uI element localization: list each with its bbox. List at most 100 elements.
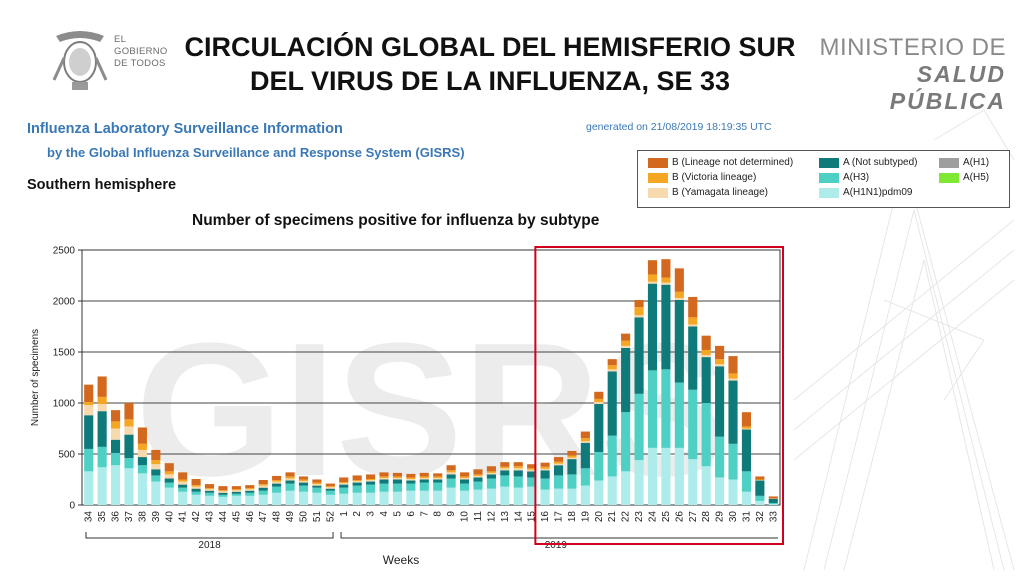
bar-segment [661,369,671,448]
x-tick-label: 51 [312,511,323,523]
bar-segment [580,485,590,505]
bar-segment [661,447,671,505]
bar-segment [392,476,403,478]
bar-segment [137,449,147,458]
bar-segment [621,347,631,413]
bar-segment [325,486,335,488]
x-tick-label: 35 [97,511,108,523]
bar-segment [231,491,241,494]
bar-segment [325,488,335,491]
bar-segment [97,396,107,405]
bar-segment [419,490,429,505]
hemisphere-label: Southern hemisphere [27,177,177,193]
bar-segment [741,429,752,472]
x-tick-label: 36 [111,511,122,523]
bar-segment [553,475,564,489]
bar-segment [500,468,510,471]
bar-segment [688,326,698,390]
bar-segment [701,335,711,350]
bar-segment [446,470,456,473]
bar-segment [634,299,644,308]
bar-segment [473,477,483,482]
bar-segment [594,398,604,402]
bar-segment [540,489,550,505]
legend-label: B (Lineage not determined) [672,157,794,168]
bar-segment [674,299,684,383]
bar-segment [97,404,107,412]
bar-segment [285,483,295,491]
gobierno-logo-line3: DE TODOS [114,58,166,69]
slide-title-line2: DEL VIRUS DE LA INFLUENZA, SE 33 [249,66,731,96]
bar-segment [433,473,443,477]
bar-segment [419,472,429,477]
bar-segment [379,477,389,480]
bar-segment [728,356,738,374]
bar-segment [621,471,631,505]
bar-segment [339,483,349,485]
bar-segment [379,479,389,484]
bar-segment [647,283,658,371]
bar-segment [191,478,201,486]
bar-segment [325,487,335,489]
ministerio-logo-line1: MINISTERIO DE [819,34,1006,61]
bar-segment [406,490,416,505]
bar-segment [110,439,121,453]
bar-segment [178,472,188,480]
bar-segment [741,471,752,492]
bar-segment [661,284,671,370]
x-tick-label: 21 [607,511,618,523]
bar-segment [715,359,725,365]
bar-segment [567,459,577,475]
bar-segment [647,274,658,282]
x-tick-label: 22 [621,511,632,523]
x-tick-label: 23 [634,511,645,523]
bar-segment [137,465,147,474]
bar-segment [97,446,107,468]
bar-segment [392,483,403,492]
bar-segment [137,457,147,466]
bar-segment [124,419,134,427]
bar-segment [513,462,523,467]
bar-segment [204,492,215,496]
bar-segment [473,469,483,475]
x-tick-label: 9 [446,511,457,517]
bar-segment [715,436,725,478]
legend-swatch [819,158,839,168]
bar-segment [312,492,322,505]
bar-segment [231,493,241,496]
bar-segment [392,491,403,505]
x-tick-label: 24 [647,511,658,523]
bar-segment [459,477,470,480]
bar-segment [513,466,523,469]
bar-segment [540,478,550,490]
bar-segment [607,369,617,372]
year-label-2018: 2018 [198,540,221,551]
y-tick-label: 500 [58,450,75,461]
bar-segment [500,475,510,487]
ecuador-coat-of-arms-icon [52,31,108,90]
bar-segment [527,486,537,505]
bar-segment [204,490,215,493]
bar-segment [124,468,134,505]
bar-segment [312,479,322,483]
bar-segment [513,487,523,505]
bar-segment [567,474,577,489]
bar-segment [446,465,456,471]
bar-segment [473,474,483,476]
x-tick-label: 31 [741,511,752,523]
bar-segment [674,447,684,505]
bar-segment [204,495,215,505]
x-tick-label: 45 [231,511,242,523]
bar-segment [178,487,188,492]
bar-segment [298,482,309,486]
bar-segment [124,434,134,459]
bar-segment [500,470,510,476]
bar-segment [84,415,94,449]
bar-segment [688,317,698,325]
y-tick-label: 1500 [53,348,76,359]
bar-segment [151,449,161,461]
bar-segment [178,481,188,485]
bar-segment [580,441,590,443]
x-tick-label: 15 [527,511,538,523]
